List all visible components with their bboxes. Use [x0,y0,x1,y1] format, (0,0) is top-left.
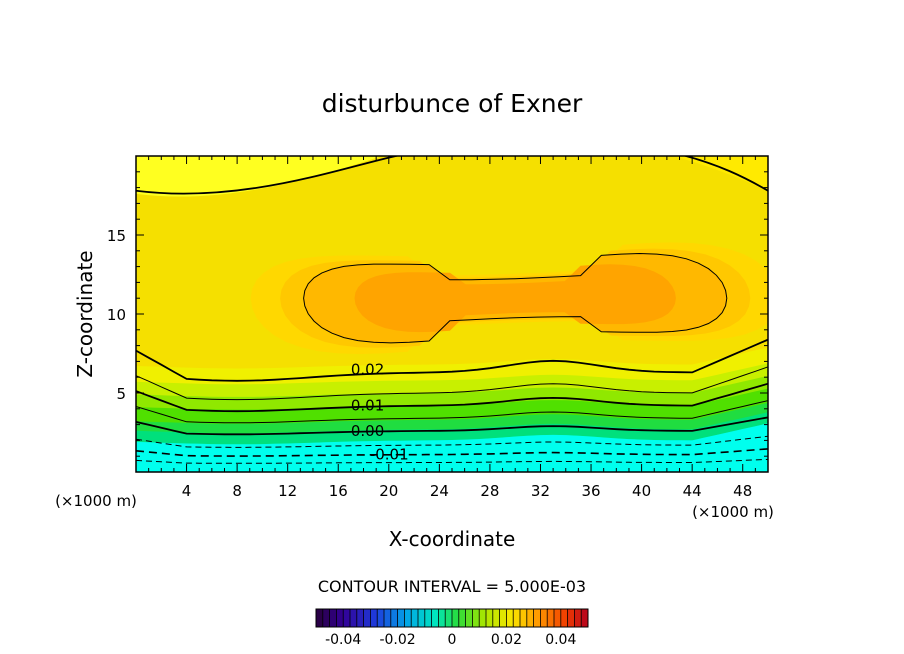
colorbar-cell [404,609,412,627]
contour-labels: 0.02 0.01 0.00 -0.01 [351,360,409,464]
colorbar-cell [418,609,426,627]
colorbar-cell [554,609,562,627]
x-tick-label: 12 [278,482,297,500]
x-tick-label: 32 [531,482,550,500]
contour-band [136,423,768,472]
colorbar-cell [431,609,439,627]
colorbar-cell [390,609,398,627]
colorbar-cell [350,609,358,627]
x-axis-ticks: 4 8 12 16 20 24 28 32 36 40 44 48 [148,156,756,500]
colorbar-cell [492,609,500,627]
contour-band [673,156,768,191]
colorbar-cell [458,609,466,627]
colorbar-cell [513,609,521,627]
colorbar-cell [329,609,337,627]
colorbar-cell [384,609,392,627]
x-unit-label-left: (×1000 m) [55,492,137,510]
contour-band [136,156,383,197]
colorbar-cell [533,609,541,627]
contour-line [136,382,768,413]
maximum-region [136,156,768,354]
colorbar-tick-label: 0.02 [491,632,522,648]
y-tick-label: 10 [107,306,126,324]
colorbar-cell [547,609,555,627]
contour-label: 0.02 [351,360,384,378]
colorbar-cell [452,609,460,627]
colorbar-cell [343,609,351,627]
colorbar-cell [377,609,385,627]
colorbar-cell [424,609,432,627]
colorbar-tick-label: 0 [448,632,457,648]
contour-line [303,252,728,344]
contour-label: 0.01 [351,397,384,415]
colorbar-cell [567,609,575,627]
colorbar-cell [520,609,528,627]
colorbar-cell [465,609,473,627]
contour-line [136,458,768,464]
contour-field [136,156,768,472]
y-axis-ticks: 5 10 15 [107,171,768,457]
colorbar-cell [316,609,324,627]
x-tick-label: 36 [581,482,600,500]
colorbar-cell [438,609,446,627]
y-tick-label: 5 [116,385,126,403]
colorbar-tick-labels: -0.04 -0.02 0 0.02 0.04 [325,632,576,648]
colorbar-tick-label: -0.04 [325,632,361,648]
colorbar-cell [486,609,494,627]
contour-line [136,435,768,448]
x-unit-label-right: (×1000 m) [692,503,774,521]
contour-line [136,156,401,195]
colorbar-cell [336,609,344,627]
colorbar-cell [411,609,419,627]
colorbar-cell [526,609,534,627]
x-tick-label: 20 [379,482,398,500]
x-tick-label: 48 [733,482,752,500]
colorbar-cell [397,609,405,627]
colorbar-cell [506,609,514,627]
colorbar-frame [315,608,589,628]
colorbar-cell [540,609,548,627]
contour-line [136,416,768,436]
x-tick-label: 16 [329,482,348,500]
colorbar-cell [370,609,378,627]
x-tick-label: 4 [182,482,192,500]
x-tick-label: 8 [232,482,242,500]
contour-line [682,156,768,192]
contour-line [136,400,768,424]
contour-lines [136,156,768,464]
colorbar-cell [479,609,487,627]
contour-label: -0.01 [370,446,409,464]
colorbar-tick-label: -0.02 [379,632,415,648]
colorbar-cell [445,609,453,627]
contour-bands [136,347,768,472]
x-tick-label: 40 [632,482,651,500]
x-tick-label: 44 [683,482,702,500]
y-tick-label: 15 [107,227,126,245]
colorbar-cell [363,609,371,627]
contour-label: 0.00 [351,422,384,440]
contour-line [136,366,768,401]
contour-band [354,264,676,333]
colorbar-cell [499,609,507,627]
chart-title: disturbunce of Exner [322,89,583,118]
colorbar-cell [581,609,589,627]
colorbar-cell [560,609,568,627]
colorbar-cell [472,609,480,627]
x-tick-label: 24 [430,482,449,500]
colorbar-cell [574,609,582,627]
colorbar-cell [322,609,330,627]
colorbar-cell [356,609,364,627]
contour-line [136,448,768,457]
contour-line [136,338,768,382]
contour-interval-label: CONTOUR INTERVAL = 5.000E-03 [318,577,586,596]
colorbar-tick-label: 0.04 [545,632,576,648]
x-axis-label: X-coordinate [389,527,516,551]
y-axis-label: Z-coordinate [73,250,97,377]
colorbar [315,608,589,628]
x-tick-label: 28 [480,482,499,500]
